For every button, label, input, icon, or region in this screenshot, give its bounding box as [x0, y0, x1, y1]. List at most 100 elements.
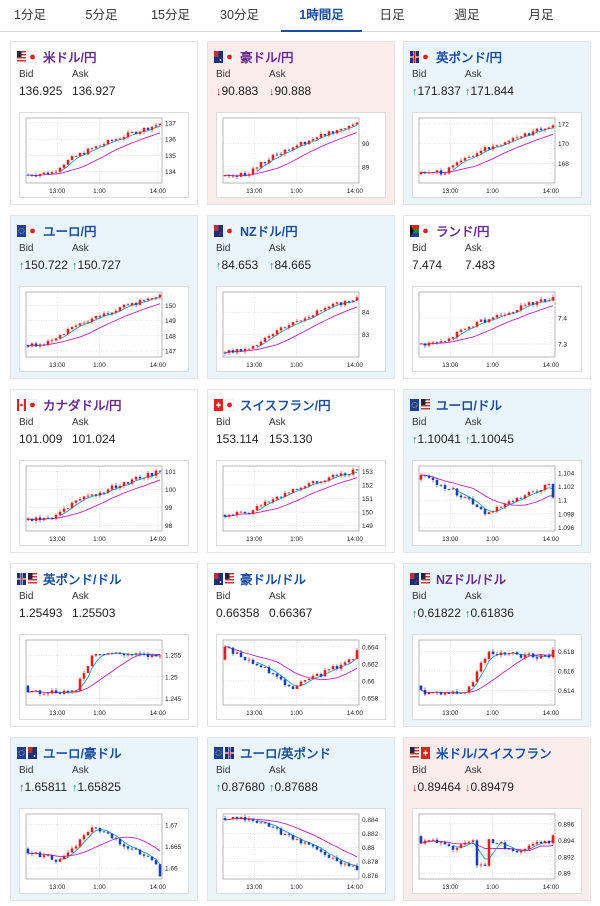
candle-body [295, 489, 299, 490]
candle-body [419, 172, 423, 175]
chart-container[interactable]: 137 136 135 134 13:00 1:00 14:00 [19, 112, 189, 198]
pair-name[interactable]: NZドル/ドル [436, 573, 507, 587]
candle-body [475, 321, 479, 327]
candle-body [435, 342, 439, 344]
candle-body [263, 161, 267, 164]
pair-name[interactable]: 豪ドル/ドル [240, 573, 306, 587]
pair-name[interactable]: スイスフラン/円 [240, 399, 331, 413]
pair-name[interactable]: 豪ドル/円 [240, 51, 294, 65]
tab-2[interactable]: 15分足 [151, 8, 190, 22]
candle-body [419, 836, 423, 844]
candle-body [227, 646, 231, 648]
rate-card[interactable]: 英ポンド/ドル Bid Ask 1.25493 1.25503 1.255 1.25 1.24… [10, 563, 198, 727]
candle-body [331, 857, 335, 859]
moving-average-long [27, 653, 161, 693]
tab-0[interactable]: 1分足 [14, 8, 46, 22]
rate-card[interactable]: 豪ドル/円 Bid Ask ↓90.883 ↓90.888 90 89 13:00 1:00 14… [207, 41, 395, 205]
candle-body [431, 692, 435, 694]
candle-body [523, 849, 527, 851]
arrow-up-icon: ↑ [19, 782, 25, 794]
candle-body [463, 692, 467, 694]
chart-container[interactable]: 7.4 7.3 13:00 1:00 14:00 [412, 286, 582, 372]
candle-body [150, 472, 154, 476]
rate-card[interactable]: 豪ドル/ドル Bid Ask 0.66358 0.66367 0.664 0.662 0.66… [207, 563, 395, 727]
rate-card[interactable]: ユーロ/英ポンド Bid Ask ↑0.87680 ↑0.87688 0.884 0.882… [207, 737, 395, 901]
candle-body [419, 343, 423, 345]
chart-container[interactable]: 0.664 0.662 0.66 0.658 13:00 1:00 14:00 [216, 634, 386, 720]
bid-value: 0.66358 [216, 606, 260, 620]
chart-container[interactable]: 0.896 0.894 0.892 0.89 13:00 1:00 14:00 [412, 808, 582, 894]
moving-average-long [27, 132, 161, 176]
arrow-up-icon: ↑ [269, 260, 275, 272]
chart-container[interactable]: 1.255 1.25 1.245 13:00 1:00 14:00 [19, 634, 189, 720]
candle-body [247, 659, 251, 661]
tab-4[interactable]: 1時間足 [281, 0, 362, 32]
ca-jp-flag-icon [17, 398, 38, 412]
pair-name[interactable]: ユーロ/ドル [436, 399, 502, 413]
candle-body [110, 139, 114, 141]
y-tick-label: 1.67 [165, 822, 178, 829]
pair-name[interactable]: 英ポンド/ドル [43, 573, 122, 587]
tab-1[interactable]: 5分足 [85, 8, 118, 22]
candle-body [459, 693, 463, 694]
rate-card[interactable]: カナダドル/円 Bid Ask 101.009 101.024 101 100 99 98 13:… [10, 389, 198, 553]
chart-container[interactable]: 84 83 13:00 1:00 14:00 [216, 286, 386, 372]
pair-name[interactable]: ユーロ/英ポンド [240, 747, 331, 761]
candle-body [539, 655, 543, 659]
chart-container[interactable]: 1.67 1.665 1.66 13:00 1:00 14:00 [19, 808, 189, 894]
candles [223, 814, 359, 872]
pair-name[interactable]: NZドル/円 [240, 225, 298, 239]
pair-name[interactable]: ランド/円 [436, 225, 490, 239]
tab-7[interactable]: 月足 [528, 8, 554, 22]
chart-container[interactable]: 0.618 0.616 0.614 13:00 1:00 14:00 [412, 634, 582, 720]
candle-body [451, 488, 455, 490]
arrow-up-icon: ↑ [216, 782, 222, 794]
chart-container[interactable]: 153 152 151 150 149 13:00 1:00 14:00 [216, 460, 386, 546]
ask-label: Ask [269, 591, 286, 602]
chart-container[interactable]: 0.884 0.882 0.88 0.878 0.876 13:00 1:00 14:00 [216, 808, 386, 894]
rate-card[interactable]: 米ドル/円 Bid Ask 136.925 136.927 137 136 135 134 13:… [10, 41, 198, 205]
pair-name[interactable]: ユーロ/豪ドル [43, 747, 122, 761]
candle-body [319, 133, 323, 138]
candle-body [243, 172, 247, 176]
rate-card[interactable]: スイスフラン/円 Bid Ask 153.114 153.130 153 152 151 150… [207, 389, 395, 553]
pair-name[interactable]: 英ポンド/円 [436, 51, 502, 65]
rate-card[interactable]: 米ドル/スイスフラン Bid Ask ↓0.89464 ↓0.89479 0.896 0.8… [403, 737, 591, 901]
y-tick-label: 152 [362, 482, 373, 489]
candle-body [235, 511, 239, 516]
candle-body [511, 311, 515, 313]
candle-body [519, 850, 523, 853]
candle-body [427, 692, 431, 695]
y-tick-label: 0.892 [558, 854, 575, 861]
candle-body [491, 511, 495, 513]
rate-card[interactable]: ユーロ/豪ドル Bid Ask ↑1.65811 ↑1.65825 1.67 1.665 1.… [10, 737, 198, 901]
chart-container[interactable]: 90 89 13:00 1:00 14:00 [216, 112, 386, 198]
pair-name[interactable]: 米ドル/スイスフラン [436, 747, 552, 761]
candle-body [531, 491, 535, 493]
tab-3[interactable]: 30分足 [220, 8, 259, 22]
chart-container[interactable]: 101 100 99 98 13:00 1:00 14:00 [19, 460, 189, 546]
candle-body [126, 654, 130, 656]
candle-body [247, 818, 251, 821]
rate-card[interactable]: NZドル/ドル Bid Ask ↑0.61822 ↑0.61836 0.618 0.616 0… [403, 563, 591, 727]
rate-card[interactable]: 英ポンド/円 Bid Ask ↑171.837 ↑171.844 172 170 168 13:… [403, 41, 591, 205]
ask-label: Ask [465, 765, 482, 776]
chart-container[interactable]: 172 170 168 13:00 1:00 14:00 [412, 112, 582, 198]
candle-body [535, 491, 539, 493]
candle-body [431, 342, 435, 344]
candle-body [499, 506, 503, 508]
tab-5[interactable]: 日足 [379, 8, 405, 22]
candle-body [283, 492, 287, 497]
rate-card[interactable]: ユーロ/円 Bid Ask ↑150.722 ↑150.727 150 149 148 147 1… [10, 215, 198, 379]
rate-card[interactable]: ランド/円 Bid Ask 7.474 7.483 7.4 7.3 13:00 1:00 14:0… [403, 215, 591, 379]
rate-card[interactable]: NZドル/円 Bid Ask ↑84.653 ↑84.665 84 83 13:00 1:00 1… [207, 215, 395, 379]
chart-container[interactable]: 150 149 148 147 13:00 1:00 14:00 [19, 286, 189, 372]
tab-6[interactable]: 週足 [454, 8, 480, 22]
candle-body [122, 653, 126, 656]
candle-body [479, 662, 483, 672]
pair-name[interactable]: 米ドル/円 [43, 51, 97, 65]
pair-name[interactable]: カナダドル/円 [43, 399, 122, 413]
rate-card[interactable]: ユーロ/ドル Bid Ask ↑1.10041 ↑1.10045 1.104 1.102 1.… [403, 389, 591, 553]
pair-name[interactable]: ユーロ/円 [43, 225, 97, 239]
chart-container[interactable]: 1.104 1.102 1.1 1.098 1.096 13:00 1:00 14:00 [412, 460, 582, 546]
